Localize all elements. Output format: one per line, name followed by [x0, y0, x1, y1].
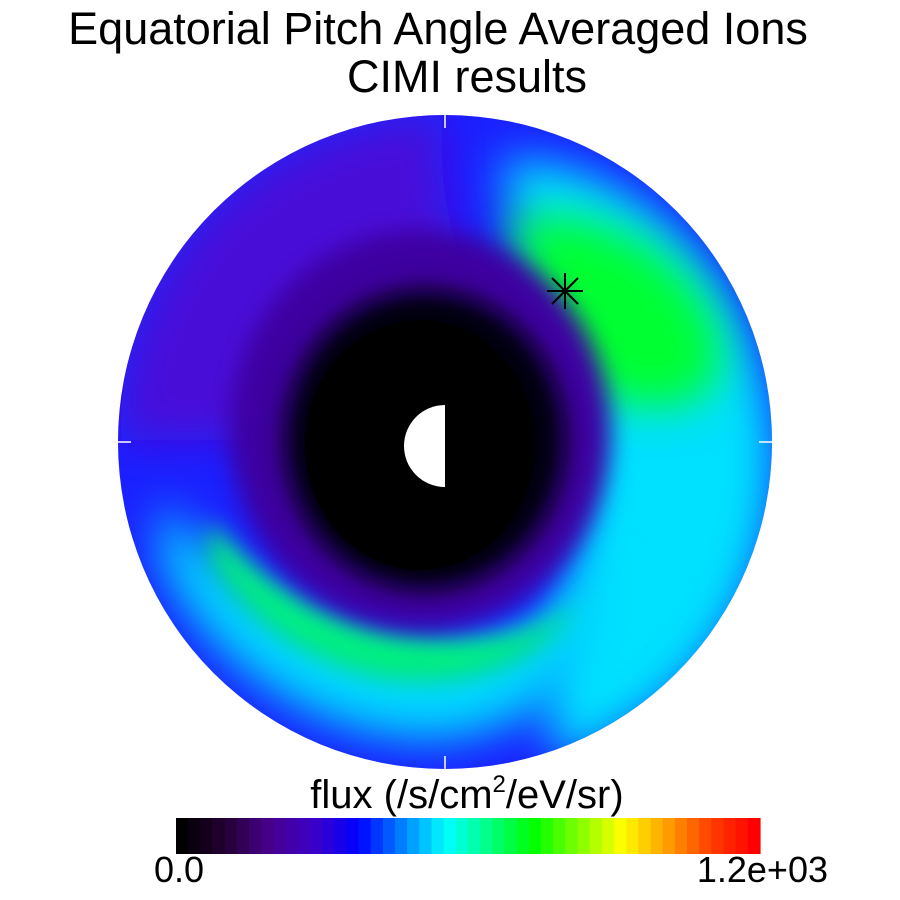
colorbar-max-label: 1.2e+03 [696, 849, 828, 890]
colorbar-segment [480, 818, 493, 854]
colorbar-segment [650, 818, 664, 854]
satellite-marker-icon [547, 273, 583, 309]
colorbar-segment [370, 818, 384, 854]
colorbar-segment [711, 818, 725, 854]
colorbar-segment [346, 818, 360, 854]
colorbar-segment [212, 818, 226, 854]
colorbar-segment [504, 818, 518, 854]
flux-contour-field [118, 115, 772, 769]
axis-ticks [118, 115, 772, 769]
colorbar-segment [431, 818, 445, 854]
colorbar [176, 818, 761, 854]
colorbar-segment [224, 818, 238, 854]
colorbar-segment [528, 818, 542, 854]
colorbar-segment [249, 818, 262, 854]
colorbar-segment [200, 818, 214, 854]
colorbar-segment [601, 818, 615, 854]
colorbar-segment [723, 818, 737, 854]
colorbar-segment [455, 818, 469, 854]
colorbar-segment [589, 818, 603, 854]
colorbar-segment [382, 818, 396, 854]
colorbar-segment [735, 818, 749, 854]
colorbar-segment [273, 818, 287, 854]
colorbar-segment [638, 818, 652, 854]
colorbar-segment [334, 818, 347, 854]
colorbar-segment [541, 818, 554, 854]
colorbar-segment [176, 818, 189, 854]
colorbar-segment [674, 818, 688, 854]
colorbar-segment [358, 818, 372, 854]
colorbar-segment [516, 818, 530, 854]
colorbar-segment [419, 818, 433, 854]
colorbar-segment [699, 818, 712, 854]
colorbar-segment [407, 818, 420, 854]
chart-title-line2: CIMI results [346, 51, 588, 102]
colorbar-segment [662, 818, 676, 854]
colorbar-min-label: 0.0 [154, 849, 205, 890]
colorbar-segment [687, 818, 700, 854]
colorbar-label: flux (/s/cm2/eV/sr) [310, 771, 624, 818]
colorbar-segment [261, 818, 274, 854]
colorbar-segment [297, 818, 311, 854]
colorbar-segment [285, 818, 299, 854]
colorbar-segment [626, 818, 639, 854]
colorbar-segment [322, 818, 335, 854]
colorbar-segment [395, 818, 408, 854]
colorbar-segment [443, 818, 457, 854]
colorbar-segment [188, 818, 201, 854]
earth-icon [404, 405, 486, 487]
colorbar-segment [236, 818, 250, 854]
colorbar-segment [553, 818, 566, 854]
colorbar-segment [468, 818, 481, 854]
colorbar-segment [577, 818, 591, 854]
colorbar-segment [309, 818, 323, 854]
colorbar-segment [614, 818, 627, 854]
colorbar-segment [747, 818, 761, 854]
chart-title-line1: Equatorial Pitch Angle Averaged Ions [68, 3, 808, 54]
colorbar-segment [565, 818, 579, 854]
colorbar-segment [492, 818, 506, 854]
